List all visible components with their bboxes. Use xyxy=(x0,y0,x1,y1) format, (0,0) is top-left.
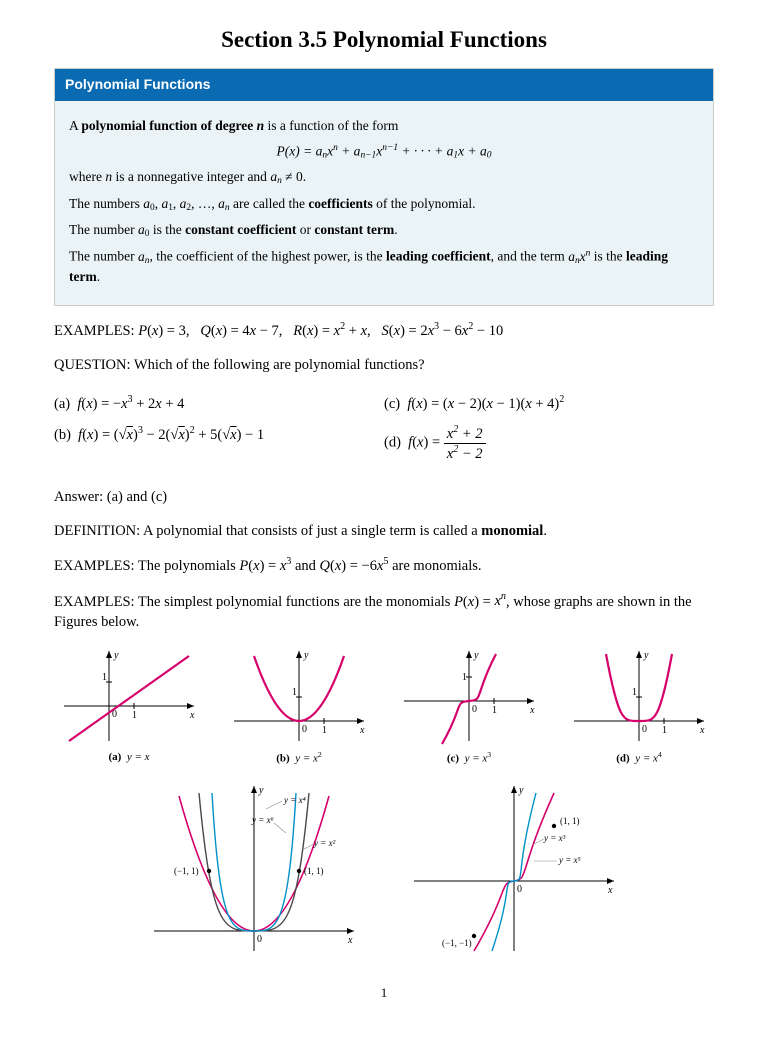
graph-odd-powers: 0 x y (1, 1) (−1, −1) y = x³ y = x⁵ xyxy=(404,781,624,956)
box-intro: A polynomial function of degree n is a f… xyxy=(69,117,699,136)
question-line: QUESTION: Which of the following are pol… xyxy=(54,355,714,375)
box-li1: The numbers a0, a1, a2, …, an are called… xyxy=(69,195,699,215)
graph-a-caption: (a) y = x xyxy=(54,750,204,765)
svg-text:y = x⁴: y = x⁴ xyxy=(283,795,306,805)
graph-c-caption: (c) y = x3 xyxy=(394,750,544,767)
svg-text:1: 1 xyxy=(292,687,297,698)
graph-b: 1 1 0 x y (b) y = x2 xyxy=(224,646,374,767)
svg-text:1: 1 xyxy=(492,705,497,716)
examples-line-1: EXAMPLES: P(x) = 3, Q(x) = 4x − 7, R(x) … xyxy=(54,320,714,341)
svg-text:y: y xyxy=(303,650,309,661)
svg-text:y = x³: y = x³ xyxy=(543,833,566,843)
examples-line-3: EXAMPLES: The simplest polynomial functi… xyxy=(54,591,714,632)
svg-text:0: 0 xyxy=(257,934,262,945)
svg-text:y: y xyxy=(643,650,649,661)
page-number: 1 xyxy=(54,984,714,1002)
option-d-num: x2 + 2 xyxy=(444,424,486,444)
page-title: Section 3.5 Polynomial Functions xyxy=(54,24,714,56)
graph-b-caption: (b) y = x2 xyxy=(224,750,374,767)
svg-text:(1, 1): (1, 1) xyxy=(560,816,580,826)
svg-text:0: 0 xyxy=(472,704,477,715)
answer-line: Answer: (a) and (c) xyxy=(54,487,714,507)
definition-line: DEFINITION: A polynomial that consists o… xyxy=(54,521,714,541)
definition-box: Polynomial Functions A polynomial functi… xyxy=(54,68,714,306)
option-d: (d) f(x) = x2 + 2 x2 − 2 xyxy=(384,424,714,463)
svg-text:1: 1 xyxy=(322,725,327,736)
svg-text:(−1, 1): (−1, 1) xyxy=(174,866,199,876)
svg-text:0: 0 xyxy=(302,724,307,735)
svg-text:1: 1 xyxy=(132,710,137,721)
box-formula: P(x) = anxn + an−1xn−1 + · · · + a1x + a… xyxy=(69,142,699,163)
svg-text:x: x xyxy=(699,725,705,736)
box-body: A polynomial function of degree n is a f… xyxy=(55,101,713,305)
svg-text:y: y xyxy=(473,650,479,661)
svg-text:(−1, −1): (−1, −1) xyxy=(442,938,472,948)
svg-text:y: y xyxy=(113,650,119,661)
box-where: where n is a nonnegative integer and an … xyxy=(69,168,699,188)
option-b: (b) f(x) = (√x)3 − 2(√x)2 + 5(√x) − 1 xyxy=(54,424,384,445)
box-li2: The number a0 is the constant coefficien… xyxy=(69,221,699,241)
svg-text:1: 1 xyxy=(102,672,107,683)
option-c: (c) f(x) = (x − 2)(x − 1)(x + 4)2 xyxy=(384,393,714,414)
graph-a: 1 1 0 x y (a) y = x xyxy=(54,646,204,767)
option-d-den: x2 − 2 xyxy=(444,444,486,463)
graph-c: 1 1 0 x y (c) y = x3 xyxy=(394,646,544,767)
option-a: (a) f(x) = −x3 + 2x + 4 xyxy=(54,393,384,414)
svg-text:y = x⁵: y = x⁵ xyxy=(558,855,581,865)
bottom-graphs-row: 0 x y (−1, 1) (1, 1) y = x⁴ y = x⁶ y xyxy=(54,781,714,956)
question-options: (a) f(x) = −x3 + 2x + 4 (b) f(x) = (√x)3… xyxy=(54,389,714,473)
svg-text:x: x xyxy=(347,935,353,946)
svg-text:1: 1 xyxy=(632,687,637,698)
svg-text:(1, 1): (1, 1) xyxy=(304,866,324,876)
svg-text:y = x⁶: y = x⁶ xyxy=(251,815,274,825)
svg-text:0: 0 xyxy=(517,884,522,895)
svg-text:x: x xyxy=(359,725,365,736)
svg-text:x: x xyxy=(607,885,613,896)
svg-text:0: 0 xyxy=(642,724,647,735)
svg-text:1: 1 xyxy=(662,725,667,736)
examples-line-2: EXAMPLES: The polynomials P(x) = x3 and … xyxy=(54,555,714,576)
svg-text:y = x²: y = x² xyxy=(313,838,336,848)
svg-text:x: x xyxy=(529,705,535,716)
graph-d-caption: (d) y = x4 xyxy=(564,750,714,767)
svg-text:x: x xyxy=(189,710,195,721)
graph-even-powers: 0 x y (−1, 1) (1, 1) y = x⁴ y = x⁶ y xyxy=(144,781,364,956)
box-li3: The number an, the coefficient of the hi… xyxy=(69,247,699,287)
graph-d: 1 1 0 x y (d) y = x4 xyxy=(564,646,714,767)
box-heading: Polynomial Functions xyxy=(55,69,713,101)
svg-text:y: y xyxy=(258,785,264,796)
top-graphs-row: 1 1 0 x y (a) y = x 1 1 0 xyxy=(54,646,714,767)
svg-text:y: y xyxy=(518,785,524,796)
